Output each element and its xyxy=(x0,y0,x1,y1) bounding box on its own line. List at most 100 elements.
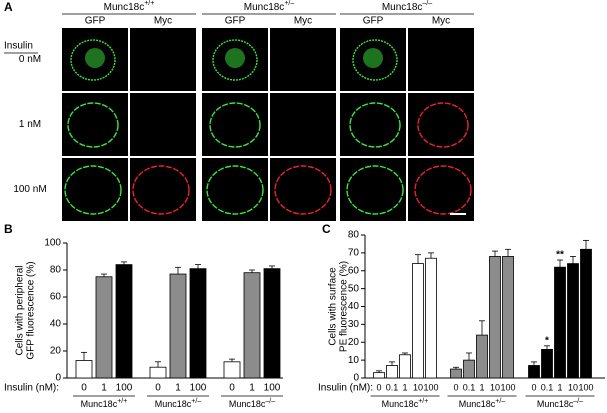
error-bar xyxy=(505,248,511,257)
genotype-superscript: +/+ xyxy=(418,398,428,405)
y-tick-label: 30 xyxy=(348,319,360,330)
genotype-label: Munc18c+/+ xyxy=(81,398,128,410)
channel-label: Myc xyxy=(154,16,172,27)
y-tick-label: 60 xyxy=(348,265,360,276)
channel-label: Myc xyxy=(432,16,450,27)
bar xyxy=(502,256,514,379)
genotype-name: Munc18c xyxy=(81,399,118,409)
insulin-label: Insulin xyxy=(4,41,33,52)
bar xyxy=(580,248,592,379)
genotype-name: Munc18c xyxy=(104,2,145,13)
bar xyxy=(399,354,411,379)
genotype-name: Munc18c xyxy=(382,399,419,409)
genotype-name: Munc18c xyxy=(155,399,192,409)
micrograph xyxy=(340,158,406,221)
x-tick-label: 0 xyxy=(453,382,458,392)
y-tick-label: 60 xyxy=(50,292,62,303)
y-axis-label: GFP fluorescence (%) xyxy=(26,261,37,359)
error-bar xyxy=(544,345,550,350)
cell-outline xyxy=(132,165,190,215)
genotype-label: Munc18c+/– xyxy=(244,0,295,13)
channel-label: GFP xyxy=(225,16,246,27)
genotype-superscript: +/– xyxy=(191,398,201,405)
error-bar xyxy=(479,320,485,336)
bar xyxy=(169,273,187,379)
genotype-superscript: –/– xyxy=(573,398,583,405)
x-tick-label: 1 xyxy=(557,382,562,392)
bar xyxy=(115,264,133,379)
micrograph xyxy=(62,93,128,156)
x-tick-label: 0.1 xyxy=(541,382,554,392)
x-axis-label: Insulin (nM): xyxy=(318,383,373,394)
micrograph xyxy=(62,158,128,221)
error-bar xyxy=(570,256,576,264)
error-bar xyxy=(453,366,459,370)
x-tick-label: 100 xyxy=(423,382,438,392)
bar xyxy=(541,348,553,379)
bar xyxy=(450,368,462,379)
x-tick-label: 0 xyxy=(531,382,536,392)
cell-outline xyxy=(67,102,119,148)
x-tick-label: 100 xyxy=(190,383,207,394)
micrograph xyxy=(408,28,474,91)
error-bar xyxy=(269,265,275,269)
error-bar xyxy=(428,252,434,259)
genotype-name: Munc18c xyxy=(244,2,285,13)
y-axis-label: Cells with peripheral xyxy=(15,265,26,355)
bar xyxy=(189,268,207,379)
micrograph xyxy=(270,93,336,156)
genotype-superscript: +/+ xyxy=(117,398,127,405)
x-tick-label: 0.1 xyxy=(386,382,399,392)
genotype-name: Munc18c xyxy=(459,399,496,409)
x-tick-label: 10 xyxy=(490,382,500,392)
genotype-name: Munc18c xyxy=(382,2,423,13)
error-bar xyxy=(557,259,563,268)
cell-outline xyxy=(64,165,122,215)
x-tick-label: 100 xyxy=(578,382,593,392)
y-tick-label: 0 xyxy=(55,373,61,384)
bar xyxy=(75,360,93,379)
channel-label: Myc xyxy=(294,16,312,27)
error-bar xyxy=(376,370,382,373)
x-tick-label: 1 xyxy=(175,383,181,394)
x-tick-label: 0.1 xyxy=(463,382,476,392)
channel-label: GFP xyxy=(363,16,384,27)
cell-fill xyxy=(363,48,383,68)
error-bar xyxy=(121,261,127,265)
y-tick-label: 40 xyxy=(50,319,62,330)
significance-mark: * xyxy=(545,335,549,346)
cell-outline xyxy=(349,102,401,148)
cell-fill xyxy=(225,48,245,68)
bar xyxy=(463,359,475,379)
cell-outline xyxy=(209,102,261,148)
y-tick-label: 0 xyxy=(353,373,359,384)
error-bar xyxy=(402,352,408,355)
x-tick-label: 0 xyxy=(229,383,235,394)
x-tick-label: 1 xyxy=(479,382,484,392)
error-bar xyxy=(155,361,161,368)
cell-outline xyxy=(212,39,258,81)
channel-label: GFP xyxy=(85,16,106,27)
bar xyxy=(412,263,424,379)
y-tick-label: 80 xyxy=(50,265,62,276)
cell-outline xyxy=(414,165,472,215)
x-tick-label: 10 xyxy=(568,382,578,392)
cell-outline xyxy=(346,165,404,215)
row-label: 100 nM xyxy=(13,184,46,195)
genotype-superscript: –/– xyxy=(422,0,432,7)
micrograph xyxy=(408,158,474,221)
y-tick-label: 50 xyxy=(348,283,360,294)
genotype-label: Munc18c+/+ xyxy=(382,398,429,410)
x-tick-label: 10 xyxy=(413,382,423,392)
row-label: 1 nM xyxy=(19,119,41,130)
x-tick-label: 1 xyxy=(249,383,255,394)
y-axis-label: PE fluorescence (%) xyxy=(339,261,350,352)
micrograph xyxy=(130,158,196,221)
micrograph xyxy=(202,158,268,221)
genotype-superscript: +/– xyxy=(495,398,505,405)
genotype-label: Munc18c–/– xyxy=(229,398,275,410)
genotype-label: Munc18c+/– xyxy=(459,398,506,410)
bar xyxy=(476,334,488,379)
error-bar xyxy=(249,269,255,273)
bar xyxy=(223,361,241,379)
